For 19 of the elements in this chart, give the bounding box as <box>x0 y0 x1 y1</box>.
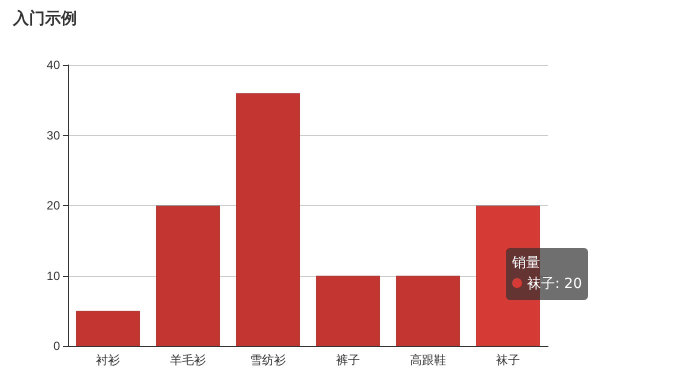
bar <box>316 276 380 346</box>
y-tick-label: 10 <box>46 268 60 283</box>
x-tick-label: 羊毛衫 <box>170 353 206 367</box>
x-tick-label: 雪纺衫 <box>250 353 286 367</box>
series-label: 销量 <box>512 254 541 273</box>
bar <box>236 93 300 346</box>
annotation: 袜子: 20 <box>526 275 582 294</box>
x-tick-label: 袜子 <box>496 353 520 367</box>
bar <box>396 276 460 346</box>
x-tick-label: 裤子 <box>336 353 360 367</box>
bar <box>76 310 140 346</box>
chart-title: 入门示例 <box>12 8 77 28</box>
x-tick-label: 高跟鞋 <box>410 353 446 367</box>
y-tick-label: 40 <box>46 58 60 72</box>
y-tick-label: 0 <box>53 339 60 353</box>
y-tick-label: 20 <box>46 198 60 212</box>
bar <box>156 206 220 346</box>
y-tick-label: 30 <box>46 128 60 142</box>
x-tick-label: 衬衫 <box>96 353 120 367</box>
